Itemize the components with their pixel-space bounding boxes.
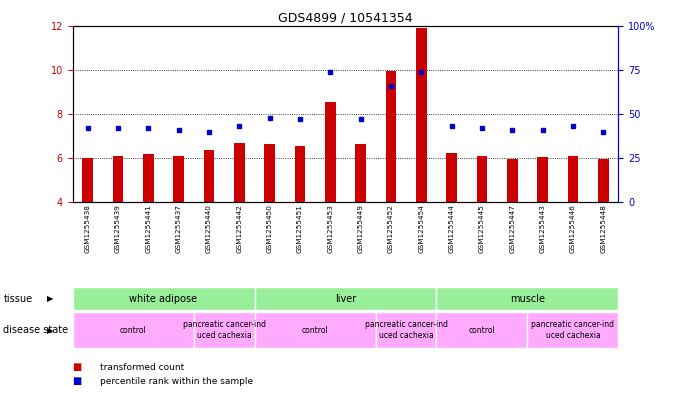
Text: pancreatic cancer-ind
uced cachexia: pancreatic cancer-ind uced cachexia: [531, 320, 614, 340]
Text: pancreatic cancer-ind
uced cachexia: pancreatic cancer-ind uced cachexia: [365, 320, 448, 340]
Text: control: control: [120, 326, 146, 334]
Bar: [355, 144, 366, 202]
Text: GSM1255450: GSM1255450: [267, 205, 273, 253]
Text: GSM1255440: GSM1255440: [206, 205, 212, 253]
Text: GDS4899 / 10541354: GDS4899 / 10541354: [278, 12, 413, 25]
Text: GSM1255438: GSM1255438: [85, 205, 91, 253]
Text: disease state: disease state: [3, 325, 68, 335]
Bar: [82, 158, 93, 202]
Bar: [477, 156, 487, 202]
Text: GSM1255439: GSM1255439: [115, 205, 121, 253]
Text: GSM1255454: GSM1255454: [418, 205, 424, 253]
Text: GSM1255452: GSM1255452: [388, 205, 394, 253]
Text: control: control: [468, 326, 495, 334]
Bar: [73, 287, 254, 310]
Bar: [437, 312, 527, 348]
Bar: [325, 102, 336, 202]
Bar: [507, 159, 518, 202]
Text: liver: liver: [335, 294, 356, 304]
Bar: [386, 71, 397, 202]
Bar: [143, 154, 153, 202]
Bar: [446, 152, 457, 202]
Bar: [204, 151, 214, 202]
Bar: [265, 144, 275, 202]
Text: white adipose: white adipose: [129, 294, 198, 304]
Bar: [254, 312, 376, 348]
Bar: [437, 287, 618, 310]
Text: GSM1255446: GSM1255446: [570, 205, 576, 253]
Bar: [294, 146, 305, 202]
Text: percentile rank within the sample: percentile rank within the sample: [100, 377, 254, 386]
Text: GSM1255449: GSM1255449: [358, 205, 363, 253]
Text: ▶: ▶: [47, 326, 53, 334]
Text: GSM1255447: GSM1255447: [509, 205, 515, 253]
Text: GSM1255448: GSM1255448: [600, 205, 606, 253]
Text: ■: ■: [73, 362, 82, 373]
Bar: [113, 156, 124, 202]
Text: ▶: ▶: [47, 294, 53, 303]
Text: GSM1255437: GSM1255437: [176, 205, 182, 253]
Bar: [538, 157, 548, 202]
Bar: [234, 143, 245, 202]
Text: transformed count: transformed count: [100, 363, 184, 372]
Bar: [527, 312, 618, 348]
Text: control: control: [302, 326, 328, 334]
Text: GSM1255445: GSM1255445: [479, 205, 485, 253]
Text: GSM1255444: GSM1255444: [448, 205, 455, 253]
Text: pancreatic cancer-ind
uced cachexia: pancreatic cancer-ind uced cachexia: [182, 320, 266, 340]
Bar: [416, 28, 426, 202]
Bar: [254, 287, 437, 310]
Text: GSM1255441: GSM1255441: [145, 205, 151, 253]
Bar: [73, 312, 194, 348]
Bar: [173, 156, 184, 202]
Text: ■: ■: [73, 376, 82, 386]
Bar: [598, 159, 609, 202]
Text: GSM1255443: GSM1255443: [540, 205, 546, 253]
Text: GSM1255442: GSM1255442: [236, 205, 243, 253]
Text: tissue: tissue: [3, 294, 32, 304]
Bar: [376, 312, 437, 348]
Bar: [194, 312, 254, 348]
Bar: [567, 156, 578, 202]
Text: GSM1255451: GSM1255451: [297, 205, 303, 253]
Text: GSM1255453: GSM1255453: [328, 205, 333, 253]
Text: muscle: muscle: [510, 294, 545, 304]
